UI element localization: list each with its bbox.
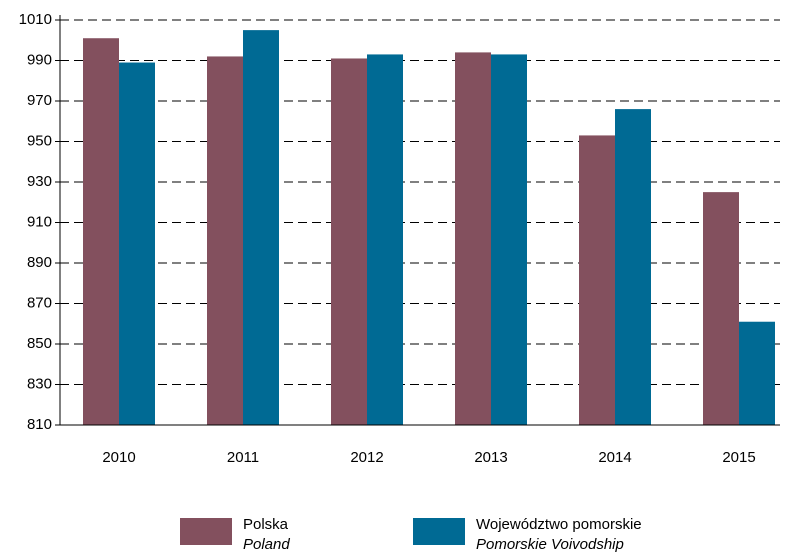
- y-tick-label: 810: [27, 416, 52, 433]
- y-tick-label: 970: [27, 92, 52, 109]
- bar: [455, 52, 491, 426]
- y-tick-label: 850: [27, 335, 52, 352]
- legend-label-en: Pomorskie Voivodship: [476, 536, 624, 553]
- bar: [207, 56, 243, 425]
- x-tick-label: 2015: [722, 449, 755, 466]
- x-tick-label: 2013: [474, 449, 507, 466]
- x-tick-label: 2012: [350, 449, 383, 466]
- bar: [491, 54, 527, 426]
- legend-swatch: [413, 518, 465, 545]
- y-tick-label: 930: [27, 173, 52, 190]
- y-tick-label: 950: [27, 132, 52, 149]
- y-tick-label: 990: [27, 51, 52, 68]
- bar: [739, 321, 775, 425]
- legend-label: Polska: [243, 516, 289, 533]
- bar: [243, 30, 279, 425]
- x-tick-label: 2010: [102, 449, 135, 466]
- y-tick-label: 870: [27, 294, 52, 311]
- y-tick-label: 1010: [19, 11, 52, 28]
- bar: [331, 58, 367, 425]
- y-tick-label: 910: [27, 213, 52, 230]
- y-tick-label: 830: [27, 375, 52, 392]
- x-tick-label: 2014: [598, 449, 631, 466]
- bar: [83, 38, 119, 425]
- bar: [579, 135, 615, 426]
- bar: [615, 109, 651, 425]
- y-tick-label: 890: [27, 254, 52, 271]
- bar: [703, 192, 739, 425]
- legend-label-en: Poland: [243, 536, 290, 553]
- legend-swatch: [180, 518, 232, 545]
- x-tick-label: 2011: [227, 449, 259, 466]
- bar: [119, 62, 155, 426]
- bar: [367, 54, 403, 426]
- legend-label: Województwo pomorskie: [476, 516, 642, 533]
